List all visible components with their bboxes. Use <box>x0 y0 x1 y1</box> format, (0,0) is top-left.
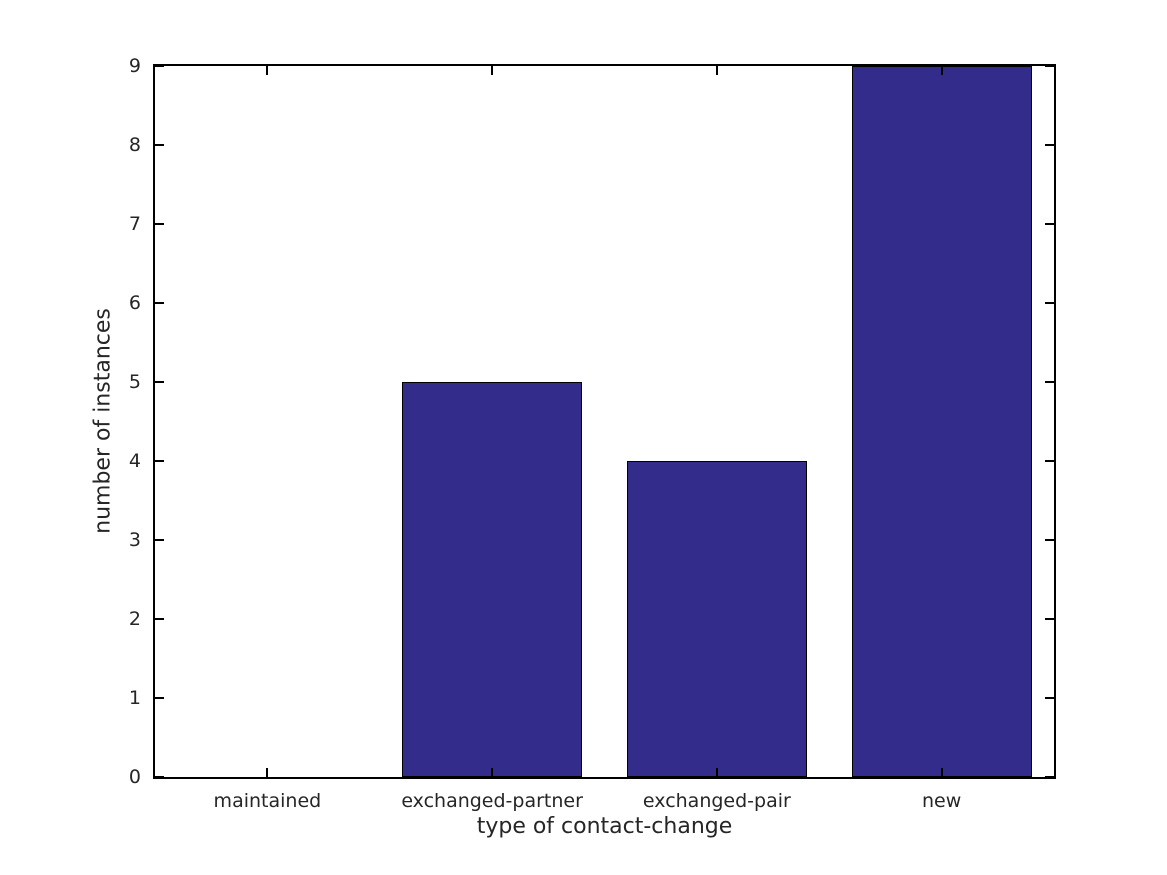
x-tick-bottom <box>491 768 494 777</box>
x-tick-label: exchanged-pair <box>642 790 791 812</box>
y-tick-label: 2 <box>128 608 141 630</box>
bar-exchanged-partner <box>402 382 583 777</box>
y-tick-right <box>1045 697 1054 699</box>
y-tick-right <box>1045 144 1054 146</box>
y-tick-left <box>155 460 164 462</box>
x-axis-tick-labels: maintained exchanged-partner exchanged-pai… <box>155 790 1054 816</box>
x-axis-label: type of contact-change <box>476 814 733 839</box>
plot-area <box>153 64 1056 779</box>
y-tick-label: 6 <box>128 292 141 314</box>
y-tick-left <box>155 381 164 383</box>
y-tick-right <box>1045 65 1054 67</box>
y-tick-left <box>155 618 164 620</box>
y-tick-label: 3 <box>128 529 141 551</box>
y-tick-label: 9 <box>128 55 141 77</box>
y-tick-right <box>1045 302 1054 304</box>
y-tick-left <box>155 223 164 225</box>
bar-new <box>851 66 1032 777</box>
y-tick-left <box>155 144 164 146</box>
x-tick-label: exchanged-partner <box>401 790 583 812</box>
y-tick-label: 7 <box>128 213 141 235</box>
y-tick-label: 1 <box>128 687 141 709</box>
y-tick-right <box>1045 618 1054 620</box>
x-tick-top <box>715 66 718 75</box>
x-tick-top <box>266 66 269 75</box>
y-tick-left <box>155 776 164 778</box>
y-tick-label: 5 <box>128 371 141 393</box>
y-tick-right <box>1045 539 1054 541</box>
bar-exchanged-pair <box>626 461 807 777</box>
y-tick-left <box>155 539 164 541</box>
x-tick-bottom <box>715 768 718 777</box>
y-tick-right <box>1045 381 1054 383</box>
y-tick-left <box>155 65 164 67</box>
y-axis-tick-labels: 0 1 2 3 4 5 6 7 8 9 <box>0 55 141 788</box>
x-tick-bottom <box>266 768 269 777</box>
y-tick-right <box>1045 776 1054 778</box>
x-tick-label: new <box>921 790 962 812</box>
x-tick-top <box>940 66 943 75</box>
y-tick-left <box>155 302 164 304</box>
x-tick-label: maintained <box>213 790 322 812</box>
x-tick-bottom <box>940 768 943 777</box>
y-tick-right <box>1045 223 1054 225</box>
y-tick-left <box>155 697 164 699</box>
y-tick-label: 8 <box>128 134 141 156</box>
x-tick-top <box>491 66 494 75</box>
y-tick-right <box>1045 460 1054 462</box>
y-axis-label: number of instances <box>90 308 116 534</box>
y-tick-label: 4 <box>128 450 141 472</box>
y-tick-label: 0 <box>128 766 141 788</box>
